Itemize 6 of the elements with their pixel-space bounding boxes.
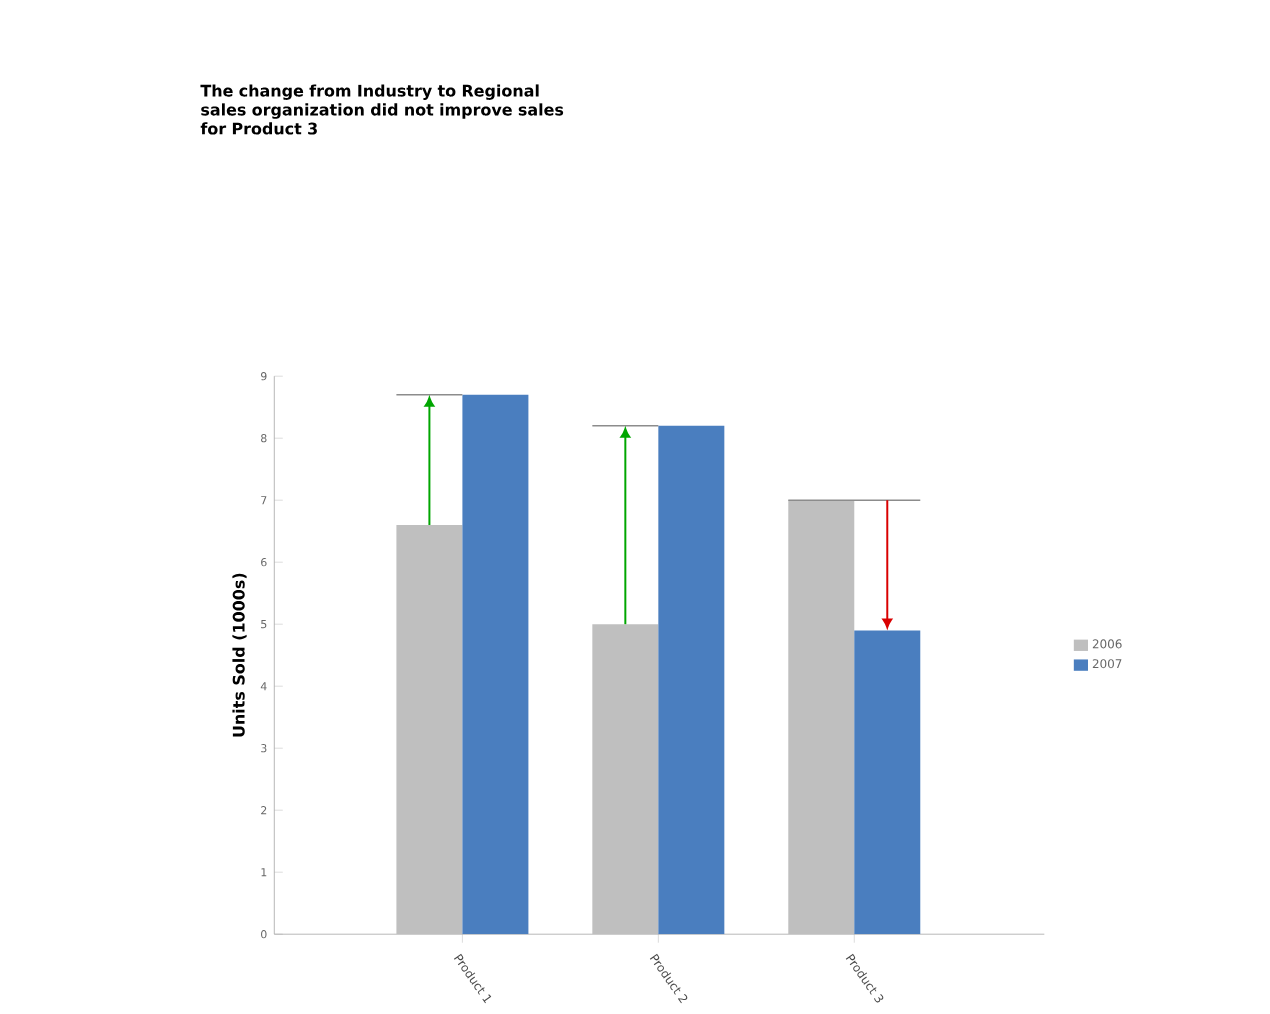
bar (658, 425, 725, 935)
bar (854, 630, 921, 935)
bar (592, 624, 659, 935)
bar (788, 500, 855, 935)
bar (396, 525, 463, 935)
bar (462, 394, 529, 935)
